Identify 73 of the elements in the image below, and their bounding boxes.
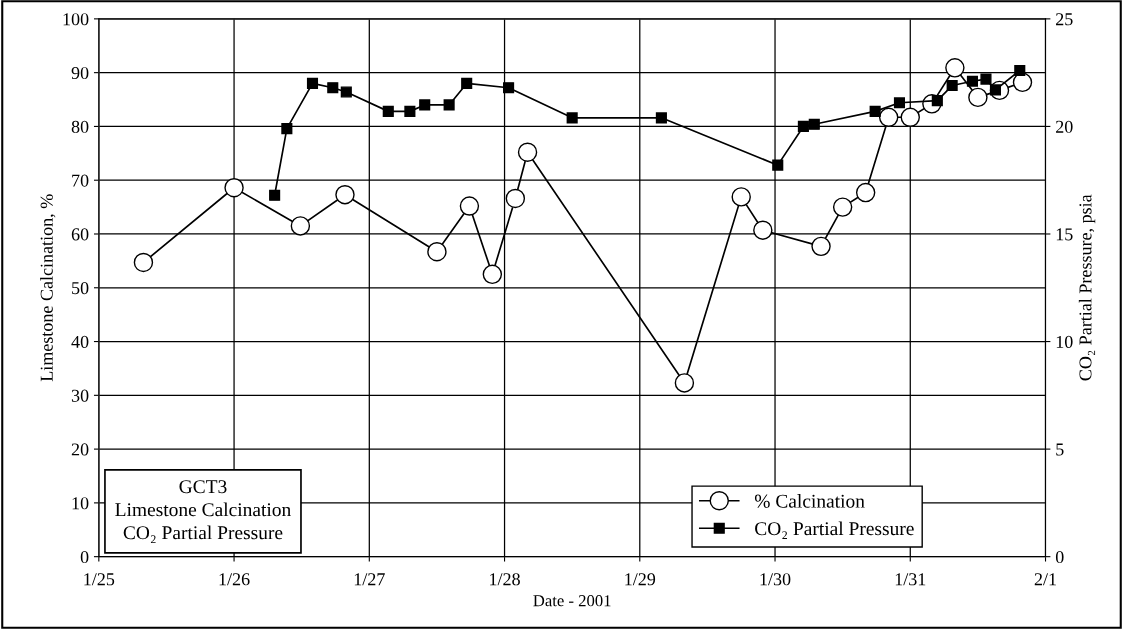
point	[335, 185, 355, 205]
point	[459, 196, 480, 216]
annotation: GCT3 Limestone Calcination CO₂ Partial Pressure	[115, 480, 291, 544]
x-tick-label: 1/28	[490, 573, 520, 586]
point	[1012, 72, 1033, 93]
y-tick-label: 20	[71, 443, 89, 456]
x-tick-label: 1/29	[625, 573, 656, 586]
point	[878, 107, 899, 128]
point	[404, 105, 416, 117]
point	[797, 120, 809, 132]
point	[382, 105, 394, 117]
y-tick-label: 0	[80, 550, 89, 564]
y-tick-label: 90	[71, 66, 89, 80]
point	[281, 123, 293, 135]
point	[808, 118, 820, 130]
point	[482, 264, 503, 285]
x-tick-label: 1/26	[219, 573, 250, 586]
point	[674, 373, 695, 393]
x-tick-label: 1/30	[760, 573, 791, 586]
point	[427, 242, 447, 262]
point	[869, 105, 881, 117]
point	[945, 58, 965, 78]
y2-tick-label: 5	[1056, 443, 1064, 456]
point	[900, 107, 920, 128]
y-tick-label: 10	[72, 497, 89, 510]
point	[269, 189, 281, 201]
point	[505, 188, 526, 209]
y-tick-label: 50	[72, 282, 89, 295]
y2-tick-label: 10	[1056, 335, 1073, 348]
point	[443, 99, 455, 111]
x-tick-label: 1/31	[895, 573, 926, 586]
y-tick-label: 60	[71, 228, 89, 241]
legend-label: % Calcination	[754, 494, 865, 508]
y2-tick-label: 0	[1055, 550, 1064, 564]
point	[224, 178, 244, 198]
y-tick-label: 80	[71, 120, 89, 133]
point	[566, 112, 578, 124]
point	[966, 75, 979, 87]
x-tick-label: 1/27	[354, 573, 385, 586]
point	[133, 252, 154, 273]
point	[946, 80, 958, 92]
point	[290, 216, 311, 236]
y2-tick-label: 15	[1056, 228, 1073, 241]
point	[461, 77, 473, 89]
point	[855, 182, 876, 203]
point	[340, 86, 352, 98]
point	[893, 97, 906, 109]
y-tick-label: 40	[71, 335, 89, 348]
point	[306, 77, 319, 89]
legend-label: CO₂ Partial Pressure	[755, 521, 914, 539]
point	[1014, 64, 1026, 77]
y-tick-label: 100	[63, 13, 89, 26]
point	[980, 73, 992, 85]
point	[503, 82, 515, 94]
y-axis-title: Limestone Calcination, %	[40, 194, 56, 382]
point	[731, 187, 751, 207]
point	[753, 220, 773, 240]
x-tick-label: 2/1	[1034, 573, 1056, 586]
x-tick-label: 1/25	[84, 573, 115, 586]
point	[772, 159, 784, 171]
y2-tick-label: 25	[1056, 13, 1073, 26]
point	[968, 87, 988, 108]
point	[811, 236, 831, 257]
point	[655, 112, 667, 124]
y2-axis-title: CO₂ Partial Pressure, psia	[1078, 194, 1096, 381]
y-tick-label: 30	[71, 389, 89, 402]
y-tick-label: 70	[72, 174, 89, 187]
point	[832, 197, 853, 217]
point	[419, 99, 431, 111]
point	[327, 82, 339, 94]
y2-tick-label: 20	[1056, 120, 1073, 133]
point	[517, 142, 538, 162]
x-axis-title: Date - 2001	[533, 595, 611, 607]
